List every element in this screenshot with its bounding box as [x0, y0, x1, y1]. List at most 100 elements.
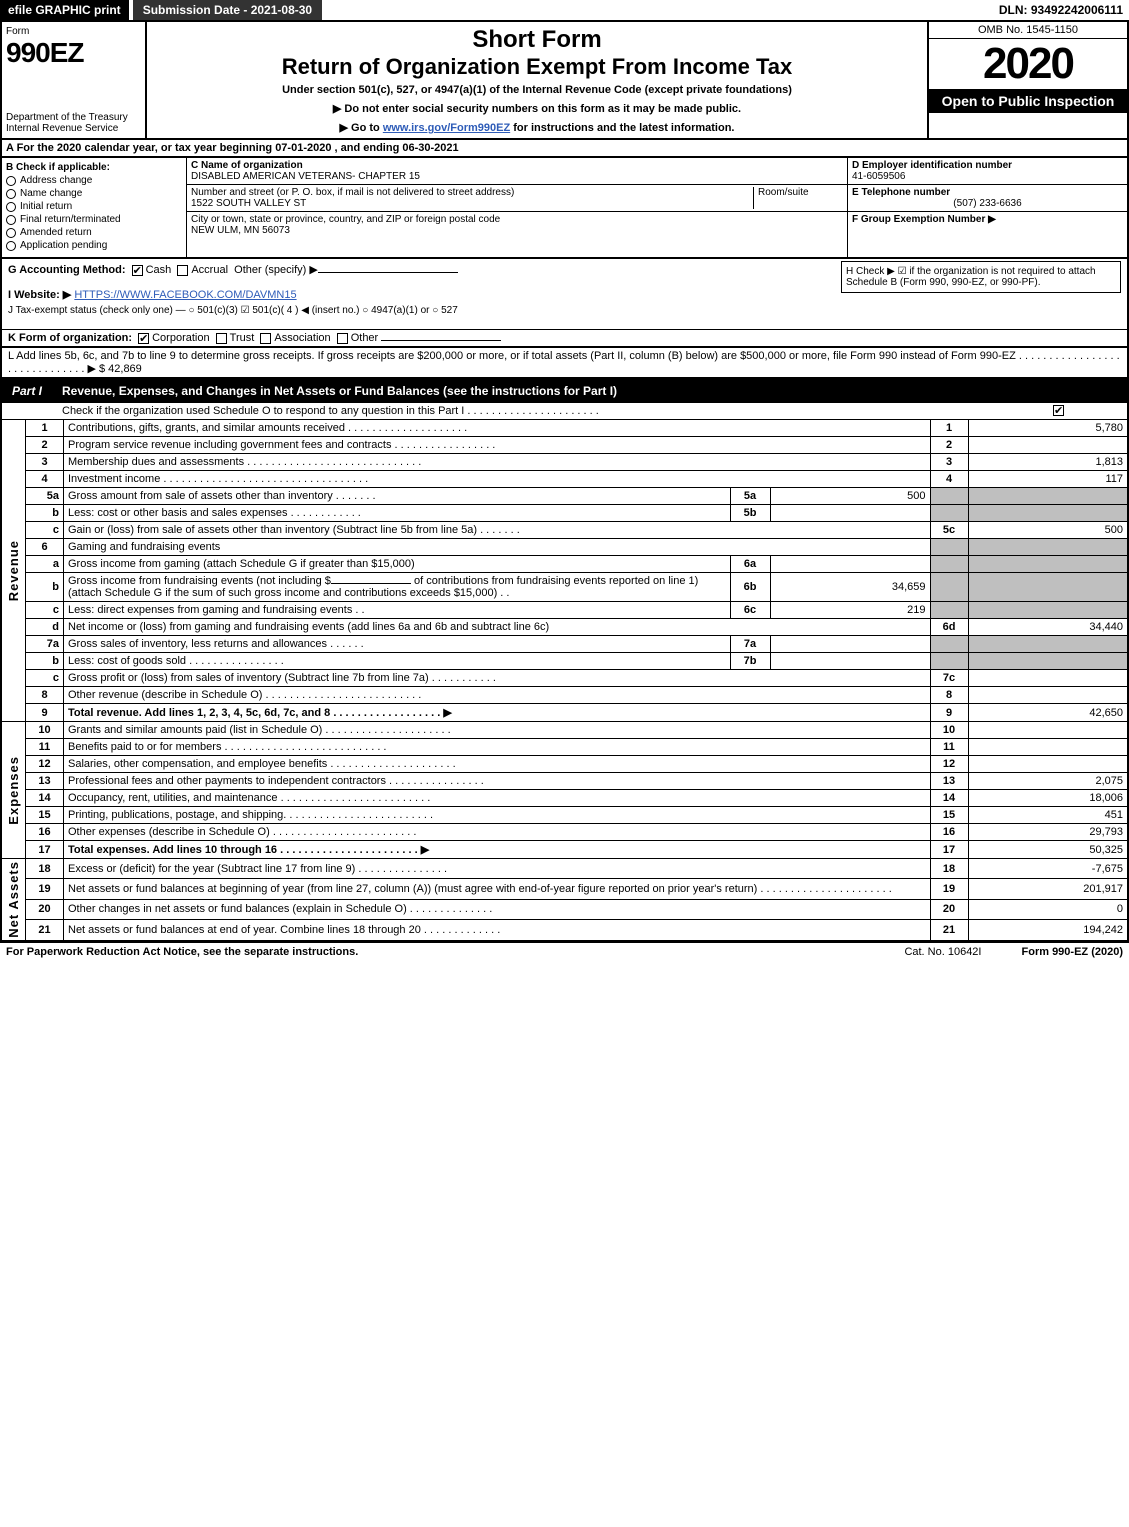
group-exemption-label: F Group Exemption Number ▶ — [852, 214, 996, 225]
header-right: OMB No. 1545-1150 2020 Open to Public In… — [927, 22, 1127, 138]
chk-schedule-o[interactable] — [1053, 405, 1064, 416]
tel-block: E Telephone number (507) 233-6636 — [848, 185, 1127, 212]
ln-1-no: 1 — [930, 420, 968, 437]
ln-9-val: 42,650 — [968, 704, 1128, 722]
ln-18-no: 18 — [930, 859, 968, 879]
ln-21-desc: Net assets or fund balances at end of ye… — [64, 920, 931, 941]
section-g-h: G Accounting Method: Cash Accrual Other … — [0, 259, 1129, 329]
ln-14-val: 18,006 — [968, 790, 1128, 807]
part-i-header: Part I Revenue, Expenses, and Changes in… — [0, 379, 1129, 403]
goto-instruction: ▶ Go to www.irs.gov/Form990EZ for instru… — [155, 121, 919, 134]
line-19: 19Net assets or fund balances at beginni… — [1, 879, 1128, 899]
ln-13-desc: Professional fees and other payments to … — [64, 773, 931, 790]
ln-6a-desc: Gross income from gaming (attach Schedul… — [64, 556, 731, 573]
pra-notice: For Paperwork Reduction Act Notice, see … — [6, 946, 358, 958]
ln-1-val: 5,780 — [968, 420, 1128, 437]
line-21: 21Net assets or fund balances at end of … — [1, 920, 1128, 941]
ln-10-val — [968, 722, 1128, 739]
line-6: 6Gaming and fundraising events — [1, 539, 1128, 556]
org-name: DISABLED AMERICAN VETERANS- CHAPTER 15 — [191, 171, 420, 182]
ln-8-desc: Other revenue (describe in Schedule O) .… — [64, 687, 931, 704]
ln-3-desc: Membership dues and assessments . . . . … — [64, 454, 931, 471]
ln-7a-desc: Gross sales of inventory, less returns a… — [64, 636, 731, 653]
ln-7b-sub — [770, 653, 930, 670]
expenses-vlabel: Expenses — [1, 722, 26, 859]
ln-8-no: 8 — [930, 687, 968, 704]
form-word: Form — [6, 26, 141, 37]
ln-13-no: 13 — [930, 773, 968, 790]
ln-9-desc: Total revenue. Add lines 1, 2, 3, 4, 5c,… — [64, 704, 931, 722]
ln-6c-sub: 219 — [770, 602, 930, 619]
chk-address-change[interactable]: Address change — [6, 175, 182, 186]
ln-7c-desc: Gross profit or (loss) from sales of inv… — [64, 670, 931, 687]
ln-5c-no: 5c — [930, 522, 968, 539]
ln-11-desc: Benefits paid to or for members . . . . … — [64, 739, 931, 756]
ln-2-val — [968, 437, 1128, 454]
ln-4-val: 117 — [968, 471, 1128, 488]
ln-12-desc: Salaries, other compensation, and employ… — [64, 756, 931, 773]
return-title: Return of Organization Exempt From Incom… — [155, 54, 919, 80]
part-i-label: Part I — [0, 379, 54, 403]
chk-trust[interactable] — [216, 333, 227, 344]
line-1: Revenue 1 Contributions, gifts, grants, … — [1, 420, 1128, 437]
org-name-block: C Name of organization DISABLED AMERICAN… — [187, 158, 847, 185]
tax-year: 2020 — [929, 39, 1127, 89]
dln-label: DLN: 93492242006111 — [999, 3, 1129, 17]
ln-7a-sub — [770, 636, 930, 653]
chk-corporation[interactable] — [138, 333, 149, 344]
line-17: 17Total expenses. Add lines 10 through 1… — [1, 841, 1128, 859]
header-left: Form 990EZ Department of the Treasury In… — [2, 22, 147, 138]
ln-7c-val — [968, 670, 1128, 687]
ein-label: D Employer identification number — [852, 160, 1012, 171]
line-4: 4Investment income . . . . . . . . . . .… — [1, 471, 1128, 488]
page-footer: For Paperwork Reduction Act Notice, see … — [0, 942, 1129, 961]
ln-12-no: 12 — [930, 756, 968, 773]
grey-cell — [968, 488, 1128, 505]
chk-cash[interactable] — [132, 265, 143, 276]
k-corp: Corporation — [152, 332, 209, 344]
efile-print-button[interactable]: efile GRAPHIC print — [0, 0, 129, 20]
ln-6-desc: Gaming and fundraising events — [64, 539, 931, 556]
ln-6d-val: 34,440 — [968, 619, 1128, 636]
chk-other-org[interactable] — [337, 333, 348, 344]
ln-6d-desc: Net income or (loss) from gaming and fun… — [64, 619, 931, 636]
column-b-checkboxes: B Check if applicable: Address change Na… — [2, 158, 187, 257]
identity-box: B Check if applicable: Address change Na… — [0, 158, 1129, 259]
website-link[interactable]: HTTPS://WWW.FACEBOOK.COM/DAVMN15 — [74, 289, 296, 301]
chk-amended-return[interactable]: Amended return — [6, 227, 182, 238]
group-exemption-block: F Group Exemption Number ▶ — [848, 212, 1127, 227]
ln-11-val — [968, 739, 1128, 756]
part-i-sub-text: Check if the organization used Schedule … — [62, 405, 599, 417]
irs-link[interactable]: www.irs.gov/Form990EZ — [383, 122, 510, 134]
city-block: City or town, state or province, country… — [187, 212, 847, 238]
line-10: Expenses 10Grants and similar amounts pa… — [1, 722, 1128, 739]
chk-name-change[interactable]: Name change — [6, 188, 182, 199]
ln-1-num: 1 — [26, 420, 64, 437]
ln-5b-ref: 5b — [730, 505, 770, 522]
line-14: 14Occupancy, rent, utilities, and mainte… — [1, 790, 1128, 807]
chk-accrual[interactable] — [177, 265, 188, 276]
ln-6b-sub: 34,659 — [770, 573, 930, 602]
ln-16-desc: Other expenses (describe in Schedule O) … — [64, 824, 931, 841]
ln-21-val: 194,242 — [968, 920, 1128, 941]
ln-20-desc: Other changes in net assets or fund bala… — [64, 899, 931, 919]
chk-final-return[interactable]: Final return/terminated — [6, 214, 182, 225]
line-7c: cGross profit or (loss) from sales of in… — [1, 670, 1128, 687]
ln-17-val: 50,325 — [968, 841, 1128, 859]
chk-application-pending[interactable]: Application pending — [6, 240, 182, 251]
chk-association[interactable] — [260, 333, 271, 344]
part-i-table: Revenue 1 Contributions, gifts, grants, … — [0, 419, 1129, 942]
g-cash: Cash — [146, 264, 172, 276]
line-2: 2Program service revenue including gover… — [1, 437, 1128, 454]
ln-15-no: 15 — [930, 807, 968, 824]
opt-initial: Initial return — [20, 201, 72, 212]
line-3: 3Membership dues and assessments . . . .… — [1, 454, 1128, 471]
ln-6a-sub — [770, 556, 930, 573]
ln-6a-ref: 6a — [730, 556, 770, 573]
chk-initial-return[interactable]: Initial return — [6, 201, 182, 212]
ln-2-no: 2 — [930, 437, 968, 454]
line-6b: b Gross income from fundraising events (… — [1, 573, 1128, 602]
g-other: Other (specify) ▶ — [234, 264, 318, 276]
opt-pending: Application pending — [20, 240, 107, 251]
ln-7a-ref: 7a — [730, 636, 770, 653]
